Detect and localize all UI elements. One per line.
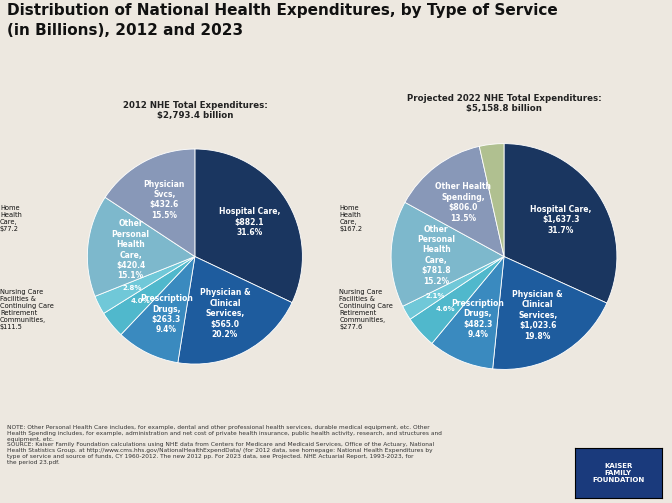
Wedge shape (195, 149, 302, 303)
Wedge shape (178, 257, 292, 364)
Wedge shape (87, 197, 195, 296)
Text: Distribution of National Health Expenditures, by Type of Service: Distribution of National Health Expendit… (7, 3, 558, 18)
Text: NOTE: Other Personal Health Care includes, for example, dental and other profess: NOTE: Other Personal Health Care include… (7, 425, 442, 465)
Wedge shape (95, 257, 195, 313)
Text: Hospital Care,
$1,637.3
31.7%: Hospital Care, $1,637.3 31.7% (530, 205, 591, 235)
Text: 2.8%: 2.8% (123, 285, 142, 291)
Wedge shape (391, 202, 504, 306)
Wedge shape (405, 146, 504, 257)
Wedge shape (121, 257, 195, 363)
Text: Other
Personal
Health
Care,
$420.4
15.1%: Other Personal Health Care, $420.4 15.1% (112, 219, 150, 281)
Text: 4.0%: 4.0% (131, 298, 151, 304)
Text: Prescription
Drugs,
$482.3
9.4%: Prescription Drugs, $482.3 9.4% (452, 299, 504, 339)
Text: Other
Personal
Health
Care,
$781.8
15.2%: Other Personal Health Care, $781.8 15.2% (417, 224, 455, 286)
Wedge shape (103, 257, 195, 334)
Text: Other Health
Spending,
$806.0
13.5%: Other Health Spending, $806.0 13.5% (435, 182, 491, 222)
Text: Nursing Care
Facilities &
Continuing Care
Retirement
Communities,
$277.6: Nursing Care Facilities & Continuing Car… (339, 289, 393, 330)
Text: Home
Health
Care,
$167.2: Home Health Care, $167.2 (339, 205, 362, 232)
Wedge shape (105, 149, 195, 257)
Text: Hospital Care,
$882.1
31.6%: Hospital Care, $882.1 31.6% (218, 207, 280, 237)
Wedge shape (479, 144, 504, 257)
Text: 4.6%: 4.6% (435, 306, 455, 312)
Text: Home
Health
Care,
$77.2: Home Health Care, $77.2 (0, 205, 22, 232)
Text: Physician &
Clinical
Services,
$1,023.6
19.8%: Physician & Clinical Services, $1,023.6 … (513, 290, 563, 341)
Text: Physician &
Clinical
Services,
$565.0
20.2%: Physician & Clinical Services, $565.0 20… (200, 288, 250, 339)
Title: 2012 NHE Total Expenditures:
$2,793.4 billion: 2012 NHE Total Expenditures: $2,793.4 bi… (122, 101, 267, 120)
Wedge shape (504, 144, 617, 303)
Wedge shape (403, 257, 504, 319)
Wedge shape (432, 257, 504, 369)
Text: Nursing Care
Facilities &
Continuing Care
Retirement
Communities,
$111.5: Nursing Care Facilities & Continuing Car… (0, 289, 54, 330)
Wedge shape (493, 257, 607, 369)
Text: KAISER
FAMILY
FOUNDATION: KAISER FAMILY FOUNDATION (592, 463, 644, 483)
Text: 2.1%: 2.1% (426, 293, 446, 299)
Wedge shape (410, 257, 504, 344)
Text: (in Billions), 2012 and 2023: (in Billions), 2012 and 2023 (7, 23, 243, 38)
Title: Projected 2022 NHE Total Expenditures:
$5,158.8 billion: Projected 2022 NHE Total Expenditures: $… (407, 94, 601, 113)
Text: Physician
Svcs,
$432.6
15.5%: Physician Svcs, $432.6 15.5% (144, 180, 185, 220)
Text: Prescription
Drugs,
$263.3
9.4%: Prescription Drugs, $263.3 9.4% (140, 294, 193, 334)
